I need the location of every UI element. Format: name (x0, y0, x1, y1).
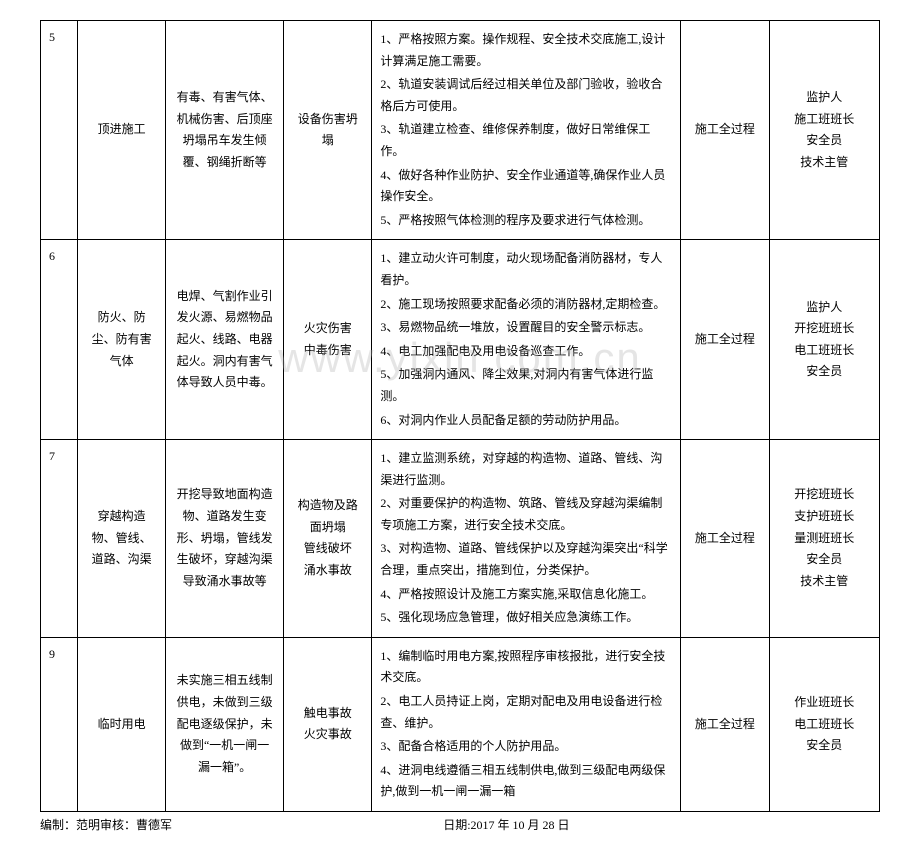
measure-item: 2、施工现场按照要求配备必须的消防器材,定期检查。 (380, 294, 672, 316)
possible-accident: 触电事故火灾事故 (284, 637, 372, 811)
table-row: 7穿越构造物、管线、道路、沟渠开挖导致地面构造物、道路发生变形、坍塌，管线发生破… (41, 440, 880, 638)
measure-item: 1、严格按照方案。操作规程、安全技术交底施工,设计计算满足施工需要。 (380, 29, 672, 72)
measure-item: 3、易燃物品统一堆放，设置醒目的安全警示标志。 (380, 317, 672, 339)
footer-left: 编制：范明审核：曹德军 (40, 816, 443, 833)
hazard-description: 电焊、气割作业引发火源、易燃物品起火、线路、电器起火。洞内有害气体导致人员中毒。 (166, 240, 284, 440)
measure-item: 6、对洞内作业人员配备足额的劳动防护用品。 (380, 410, 672, 432)
measure-item: 5、加强洞内通风、降尘效果,对洞内有害气体进行监测。 (380, 364, 672, 407)
measure-item: 1、建立监测系统，对穿越的构造物、道路、管线、沟渠进行监测。 (380, 448, 672, 491)
possible-accident: 设备伤害坍塌 (284, 21, 372, 240)
measure-item: 4、进洞电线遵循三相五线制供电,做到三级配电两级保护,做到一机一闸一漏一箱 (380, 760, 672, 803)
measures-cell: 1、建立动火许可制度，动火现场配备消防器材，专人看护。 2、施工现场按照要求配备必… (372, 240, 681, 440)
row-number: 7 (41, 440, 78, 638)
measure-item: 3、对构造物、道路、管线保护以及穿越沟渠突出“科学合理，重点突出，措施到位，分类… (380, 538, 672, 581)
measure-item: 4、做好各种作业防护、安全作业通道等,确保作业人员操作安全。 (380, 165, 672, 208)
measure-item: 3、轨道建立检查、维修保养制度，做好日常维保工作。 (380, 119, 672, 162)
phase: 施工全过程 (681, 240, 769, 440)
hazard-category: 防火、防尘、防有害气体 (77, 240, 165, 440)
phase: 施工全过程 (681, 637, 769, 811)
table-row: 6防火、防尘、防有害气体电焊、气割作业引发火源、易燃物品起火、线路、电器起火。洞… (41, 240, 880, 440)
measure-item: 2、电工人员持证上岗，定期对配电及用电设备进行检查、维护。 (380, 691, 672, 734)
measures-cell: 1、编制临时用电方案,按照程序审核报批，进行安全技术交底。2、电工人员持证上岗，… (372, 637, 681, 811)
hazard-category: 临时用电 (77, 637, 165, 811)
measure-item: 2、对重要保护的构造物、筑路、管线及穿越沟渠编制专项施工方案，进行安全技术交底。 (380, 493, 672, 536)
responsible-person: 作业班班长电工班班长安全员 (769, 637, 879, 811)
measure-item: 5、严格按照气体检测的程序及要求进行气体检测。 (380, 210, 672, 232)
footer-right: 日期:2017 年 10 月 28 日 (443, 816, 880, 833)
responsible-person: 监护人施工班班长安全员技术主管 (769, 21, 879, 240)
footer: 编制：范明审核：曹德军 日期:2017 年 10 月 28 日 (40, 816, 880, 833)
measure-item: 3、配备合格适用的个人防护用品。 (380, 736, 672, 758)
measure-item: 1、编制临时用电方案,按照程序审核报批，进行安全技术交底。 (380, 646, 672, 689)
measure-item: 1、建立动火许可制度，动火现场配备消防器材，专人看护。 (380, 248, 672, 291)
hazard-category: 穿越构造物、管线、道路、沟渠 (77, 440, 165, 638)
possible-accident: 火灾伤害中毒伤害 (284, 240, 372, 440)
hazard-description: 未实施三相五线制供电，未做到三级配电逐级保护，未做到“一机一闸一漏一箱”。 (166, 637, 284, 811)
possible-accident: 构造物及路面坍塌管线破坏涌水事故 (284, 440, 372, 638)
row-number: 9 (41, 637, 78, 811)
hazard-description: 开挖导致地面构造物、道路发生变形、坍塌，管线发生破坏，穿越沟渠导致涌水事故等 (166, 440, 284, 638)
measure-item: 4、电工加强配电及用电设备巡查工作。 (380, 341, 672, 363)
row-number: 6 (41, 240, 78, 440)
row-number: 5 (41, 21, 78, 240)
phase: 施工全过程 (681, 21, 769, 240)
hazard-category: 顶进施工 (77, 21, 165, 240)
safety-table: 5顶进施工有毒、有害气体、机械伤害、后顶座坍塌吊车发生倾覆、钢绳折断等设备伤害坍… (40, 20, 880, 812)
table-row: 5顶进施工有毒、有害气体、机械伤害、后顶座坍塌吊车发生倾覆、钢绳折断等设备伤害坍… (41, 21, 880, 240)
measures-cell: 1、建立监测系统，对穿越的构造物、道路、管线、沟渠进行监测。2、对重要保护的构造… (372, 440, 681, 638)
responsible-person: 开挖班班长支护班班长量测班班长安全员技术主管 (769, 440, 879, 638)
table-row: 9临时用电未实施三相五线制供电，未做到三级配电逐级保护，未做到“一机一闸一漏一箱… (41, 637, 880, 811)
phase: 施工全过程 (681, 440, 769, 638)
measure-item: 2、轨道安装调试后经过相关单位及部门验收，验收合格后方可使用。 (380, 74, 672, 117)
hazard-description: 有毒、有害气体、机械伤害、后顶座坍塌吊车发生倾覆、钢绳折断等 (166, 21, 284, 240)
responsible-person: 监护人开挖班班长电工班班长安全员 (769, 240, 879, 440)
measure-item: 4、严格按照设计及施工方案实施,采取信息化施工。 (380, 584, 672, 606)
measure-item: 5、强化现场应急管理，做好相关应急演练工作。 (380, 607, 672, 629)
measures-cell: 1、严格按照方案。操作规程、安全技术交底施工,设计计算满足施工需要。2、轨道安装… (372, 21, 681, 240)
